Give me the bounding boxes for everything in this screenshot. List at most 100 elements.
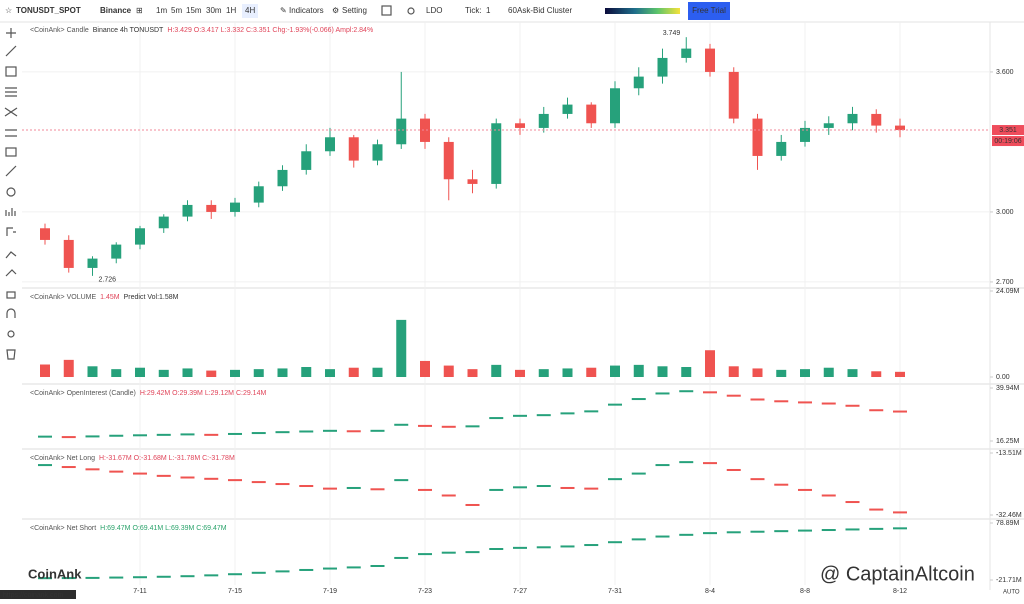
interval[interactable]: 15m [186,6,202,15]
cluster[interactable]: Ask-Bid Cluster [517,6,572,15]
x-tick-label: 8-8 [800,588,810,595]
symbol[interactable]: TONUSDT_SPOT [16,6,81,15]
brush-tool[interactable] [5,251,17,259]
eraser-tool[interactable] [5,269,17,277]
heat-scale[interactable] [605,8,680,14]
cross-tool[interactable] [6,28,16,38]
series-marker [798,488,812,491]
free-trial[interactable]: Free Trial [692,6,726,15]
candle-body [705,48,715,72]
volume-bar [396,319,407,378]
series-marker [608,478,622,481]
candle-body [800,127,810,142]
auto[interactable]: AUTO [1003,590,1020,596]
x-tick-label: 8-4 [705,588,715,595]
plot-area: 7-11 7-15 7-19 7-23 7-27 7-31 8-4 8-8 8-12 3.600 3… [22,22,1024,595]
high-annotation: 3.749 [663,30,681,37]
fib-tool[interactable] [5,87,17,97]
y-tick-label: 39.94M [996,385,1020,392]
volume-bar [728,366,739,378]
interval[interactable]: 1m [156,6,167,15]
compare-icon[interactable]: ⊞ [136,6,143,15]
series-marker [845,404,860,407]
series-marker [109,434,124,437]
interval[interactable]: 30m [206,6,222,15]
interval[interactable]: 1H [226,6,236,15]
series-marker [228,479,242,482]
series-marker [346,430,361,433]
x-tick-label: 7-23 [418,588,432,595]
candle-body [420,118,430,142]
pattern-tool[interactable] [4,107,18,117]
series-marker [109,576,124,579]
legend-part: <CoinAnk> VOLUME [30,294,96,301]
free-trial-button[interactable] [688,2,730,20]
countdown: 00:19:06 [994,138,1021,145]
volume-bar [325,369,335,378]
series-marker [774,400,789,403]
series-marker [726,531,741,534]
x-tick-label: 7-11 [133,588,147,595]
series-marker [465,551,480,554]
toolbar-items: ☆ TONUSDT_SPOT Binance ⊞ 1m 5m 15m 30m 1H 4H … [5,2,730,20]
tick-value[interactable]: 1 [486,6,491,15]
volume-bar [776,369,787,378]
flag-tool[interactable] [6,227,16,236]
volume-bar [705,350,715,378]
indicator-tool[interactable] [5,208,16,216]
candle-body [895,125,905,131]
series-marker [204,477,219,480]
series-marker [869,409,884,412]
series-marker [893,511,907,514]
volume-bar [111,369,122,378]
volume-bar [253,369,264,378]
series-marker [679,390,694,393]
volume-bar [206,370,217,378]
star-icon[interactable]: ☆ [5,6,12,15]
series-marker [655,464,670,467]
setting[interactable]: Setting [342,6,367,15]
interval[interactable]: 4H [245,6,255,15]
candle-body [562,104,573,114]
series-marker [156,575,171,578]
rect-tool[interactable] [5,66,17,77]
lock-tool[interactable] [6,291,16,299]
volume-bar [515,369,525,378]
ruler-tool[interactable] [5,165,17,177]
volume-bar [158,369,169,378]
eye-icon[interactable] [407,7,415,15]
candle-body [871,113,882,126]
series-marker [703,391,717,394]
note-tool[interactable] [5,147,17,157]
interval[interactable]: 5m [171,6,182,15]
series-marker [679,461,694,464]
layout-icon[interactable] [381,5,392,16]
visibility-tool[interactable] [7,330,15,338]
ldo[interactable]: LDO [426,6,442,15]
candle-body [40,228,50,240]
series-marker [370,565,385,568]
magnet-tool[interactable] [6,187,16,197]
series-marker [275,431,290,434]
cluster-icon[interactable]: 60 [508,6,517,15]
candle-body [206,204,217,212]
indicators[interactable]: Indicators [289,6,324,15]
candle-body [467,179,478,184]
volume-bar [40,364,50,378]
pane-legend: <CoinAnk> VOLUME 1.45M Predict Vol:1.58M [30,294,179,301]
series-marker [299,485,314,488]
volume-bar [230,369,240,378]
trash-tool[interactable] [6,349,16,360]
series-marker [394,423,409,426]
volume-bar [610,365,620,378]
series-marker [631,538,646,541]
series-marker [584,410,599,413]
volume-bar [657,366,668,378]
series-marker [750,530,765,533]
measure-tool[interactable] [5,129,17,137]
line-tool[interactable] [5,45,17,57]
magnet2-tool[interactable] [6,308,16,318]
setting-icon[interactable]: ⚙ [332,6,339,15]
series-marker [845,501,860,504]
indicators-icon[interactable]: ✎ [280,6,287,15]
